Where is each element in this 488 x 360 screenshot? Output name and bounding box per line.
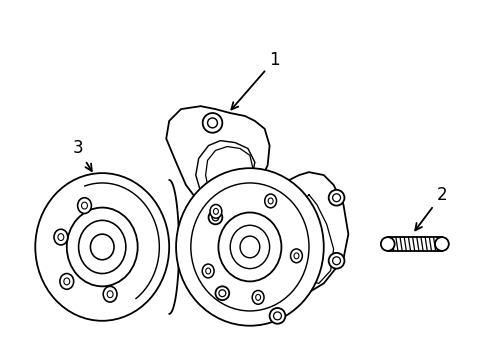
Ellipse shape [78,198,91,213]
Circle shape [215,286,229,300]
Ellipse shape [58,234,64,240]
Ellipse shape [67,208,138,286]
Circle shape [332,194,340,202]
Bar [387,237,441,251]
Ellipse shape [107,291,113,298]
Polygon shape [200,172,347,318]
Ellipse shape [209,204,222,218]
Circle shape [380,237,394,251]
Ellipse shape [252,291,264,304]
Ellipse shape [267,198,272,204]
Circle shape [207,118,217,128]
Polygon shape [166,106,269,215]
Ellipse shape [60,274,74,289]
Ellipse shape [35,173,169,321]
Ellipse shape [190,183,308,311]
Ellipse shape [205,268,210,274]
Ellipse shape [218,212,281,282]
Ellipse shape [202,264,214,278]
Ellipse shape [290,249,302,263]
Text: 1: 1 [231,51,279,109]
Circle shape [202,113,222,133]
Ellipse shape [264,194,276,208]
Ellipse shape [293,253,298,259]
Text: 3: 3 [72,139,92,171]
Circle shape [434,237,448,251]
Circle shape [208,211,222,224]
Ellipse shape [54,229,68,245]
Ellipse shape [213,208,218,214]
Circle shape [273,312,281,320]
Circle shape [328,253,344,269]
Ellipse shape [81,202,87,209]
Ellipse shape [103,286,117,302]
Ellipse shape [90,234,114,260]
Ellipse shape [79,220,125,274]
Ellipse shape [240,236,259,258]
Circle shape [328,190,344,206]
Circle shape [219,290,225,297]
Ellipse shape [255,294,260,300]
Circle shape [212,214,219,221]
Text: 2: 2 [414,186,447,230]
Circle shape [269,308,285,324]
Ellipse shape [176,168,323,326]
Circle shape [332,257,340,265]
Ellipse shape [230,225,269,269]
Ellipse shape [64,278,70,285]
